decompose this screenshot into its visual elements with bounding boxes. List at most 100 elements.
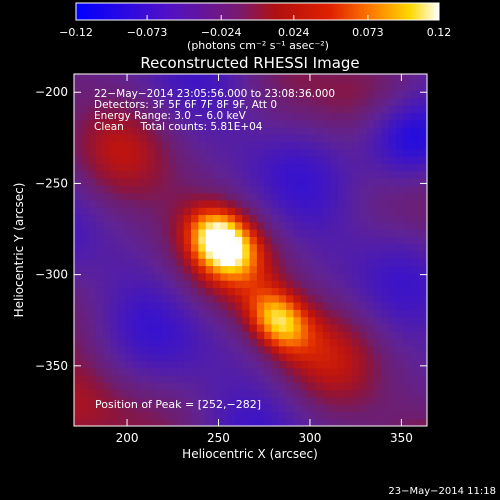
heatmap-cell — [147, 170, 156, 179]
heatmap-cell — [110, 345, 119, 354]
heatmap-cell — [161, 243, 170, 252]
heatmap-cell — [117, 214, 126, 223]
heatmap-cell — [74, 250, 82, 259]
heatmap-cell — [395, 126, 404, 135]
heatmap-cell — [139, 345, 148, 354]
heatmap-cell — [191, 83, 199, 92]
heatmap-cell — [205, 185, 214, 194]
heatmap-cell — [410, 156, 419, 164]
heatmap-cell — [425, 177, 427, 186]
heatmap-cell — [154, 345, 163, 354]
heatmap-cell — [183, 236, 192, 245]
heatmap-cell — [330, 170, 338, 179]
heatmap-cell — [403, 112, 412, 121]
heatmap-cell — [264, 90, 273, 99]
heatmap-cell — [125, 134, 134, 143]
heatmap-cell — [139, 134, 148, 143]
heatmap-cell — [249, 331, 258, 340]
heatmap-cell — [381, 156, 390, 164]
heatmap-cell — [425, 207, 427, 216]
heatmap-cell — [249, 214, 258, 223]
heatmap-cell — [117, 367, 126, 376]
heatmap-cell — [308, 126, 317, 135]
heatmap-cell — [344, 418, 353, 426]
heatmap-cell — [373, 170, 382, 179]
heatmap-cell — [373, 177, 382, 186]
heatmap-cell — [344, 411, 353, 420]
heatmap-cell — [81, 250, 90, 259]
heatmap-cell — [308, 301, 317, 310]
heatmap-cell — [395, 148, 404, 157]
heatmap-cell — [417, 90, 426, 99]
heatmap-cell — [88, 396, 97, 405]
heatmap-cell — [366, 280, 375, 288]
heatmap-cell — [381, 134, 390, 143]
heatmap-cell — [220, 301, 229, 310]
heatmap-cell — [264, 83, 273, 92]
heatmap-cell — [366, 126, 375, 135]
heatmap-cell — [300, 338, 309, 347]
heatmap-cell — [213, 74, 221, 77]
heatmap-cell — [95, 105, 104, 113]
heatmap-cell — [410, 148, 419, 157]
heatmap-cell — [300, 229, 309, 237]
heatmap-cell — [322, 199, 331, 208]
heatmap-cell — [205, 199, 214, 208]
heatmap-cell — [315, 382, 324, 391]
heatmap-cell — [322, 134, 331, 143]
heatmap-cell — [88, 192, 97, 201]
heatmap-cell — [308, 418, 317, 426]
heatmap-cell — [88, 163, 97, 172]
heatmap-cell — [95, 331, 104, 340]
heatmap-cell — [403, 236, 412, 245]
heatmap-cell — [344, 126, 353, 135]
heatmap-cell — [286, 105, 295, 113]
heatmap-cell — [147, 126, 156, 135]
heatmap-cell — [176, 301, 185, 310]
heatmap-cell — [381, 404, 390, 413]
heatmap-cell — [147, 280, 156, 288]
heatmap-cell — [403, 207, 412, 216]
heatmap-cell — [183, 338, 192, 347]
heatmap-cell — [147, 367, 156, 376]
heatmap-cell — [403, 287, 412, 296]
heatmap-cell — [286, 243, 295, 252]
heatmap-cell — [227, 345, 236, 354]
heatmap-cell — [198, 119, 207, 128]
heatmap-cell — [227, 287, 236, 296]
heatmap-cell — [395, 301, 404, 310]
heatmap-cell — [191, 156, 199, 164]
heatmap-cell — [359, 229, 368, 237]
heatmap-cell — [213, 236, 221, 245]
heatmap-cell — [139, 301, 148, 310]
heatmap-cell — [213, 367, 221, 376]
heatmap-cell — [300, 83, 309, 92]
heatmap-cell — [74, 221, 82, 230]
heatmap-cell — [337, 309, 346, 318]
heatmap-cell — [227, 389, 236, 398]
heatmap-cell — [315, 141, 324, 150]
heatmap-cell — [176, 389, 185, 398]
heatmap-cell — [95, 112, 104, 121]
heatmap-cell — [103, 112, 112, 121]
heatmap-cell — [110, 418, 119, 426]
heatmap-cell — [176, 367, 185, 376]
heatmap-cell — [388, 105, 397, 113]
heatmap-cell — [403, 338, 412, 347]
heatmap-cell — [205, 338, 214, 347]
heatmap-cell — [88, 294, 97, 303]
heatmap-cell — [95, 119, 104, 128]
heatmap-cell — [191, 177, 199, 186]
heatmap-cell — [154, 374, 163, 383]
heatmap-cell — [161, 331, 170, 340]
heatmap-cell — [110, 119, 119, 128]
heatmap-cell — [161, 214, 170, 223]
heatmap-cell — [337, 134, 346, 143]
heatmap-cell — [176, 75, 185, 84]
heatmap-cell — [95, 360, 104, 369]
heatmap-cell — [205, 134, 214, 143]
heatmap-cell — [395, 411, 404, 420]
heatmap-cell — [161, 294, 170, 303]
heatmap-cell — [249, 83, 258, 92]
heatmap-cell — [425, 214, 427, 223]
